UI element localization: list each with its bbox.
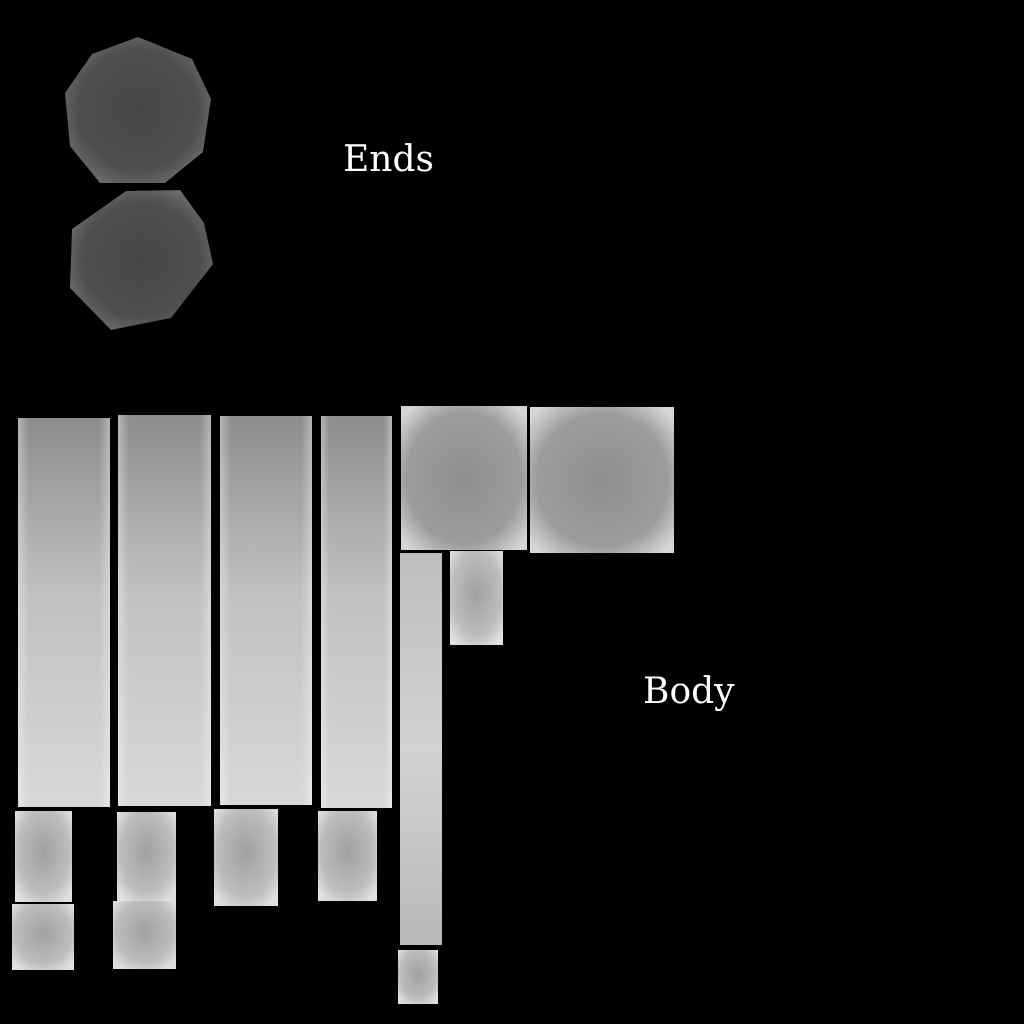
body-tile-2a xyxy=(117,812,176,901)
body-tall-panels xyxy=(18,415,392,808)
body-label: Body xyxy=(643,671,735,712)
end-cap-top xyxy=(65,37,211,183)
body-strip-end xyxy=(398,950,438,1004)
body-tile-1b xyxy=(12,904,74,970)
body-strip xyxy=(400,553,442,945)
body-tile-4 xyxy=(318,811,377,901)
ends-label: Ends xyxy=(343,139,434,180)
body-strip-tab xyxy=(450,551,503,645)
body-tile-2b xyxy=(113,901,176,969)
body-tile-3 xyxy=(214,809,278,906)
body-block-1 xyxy=(401,406,527,550)
body-block-2 xyxy=(530,407,674,553)
end-cap-bottom xyxy=(70,190,213,330)
body-tile-1a xyxy=(15,811,72,902)
body-small-tiles xyxy=(12,809,377,970)
